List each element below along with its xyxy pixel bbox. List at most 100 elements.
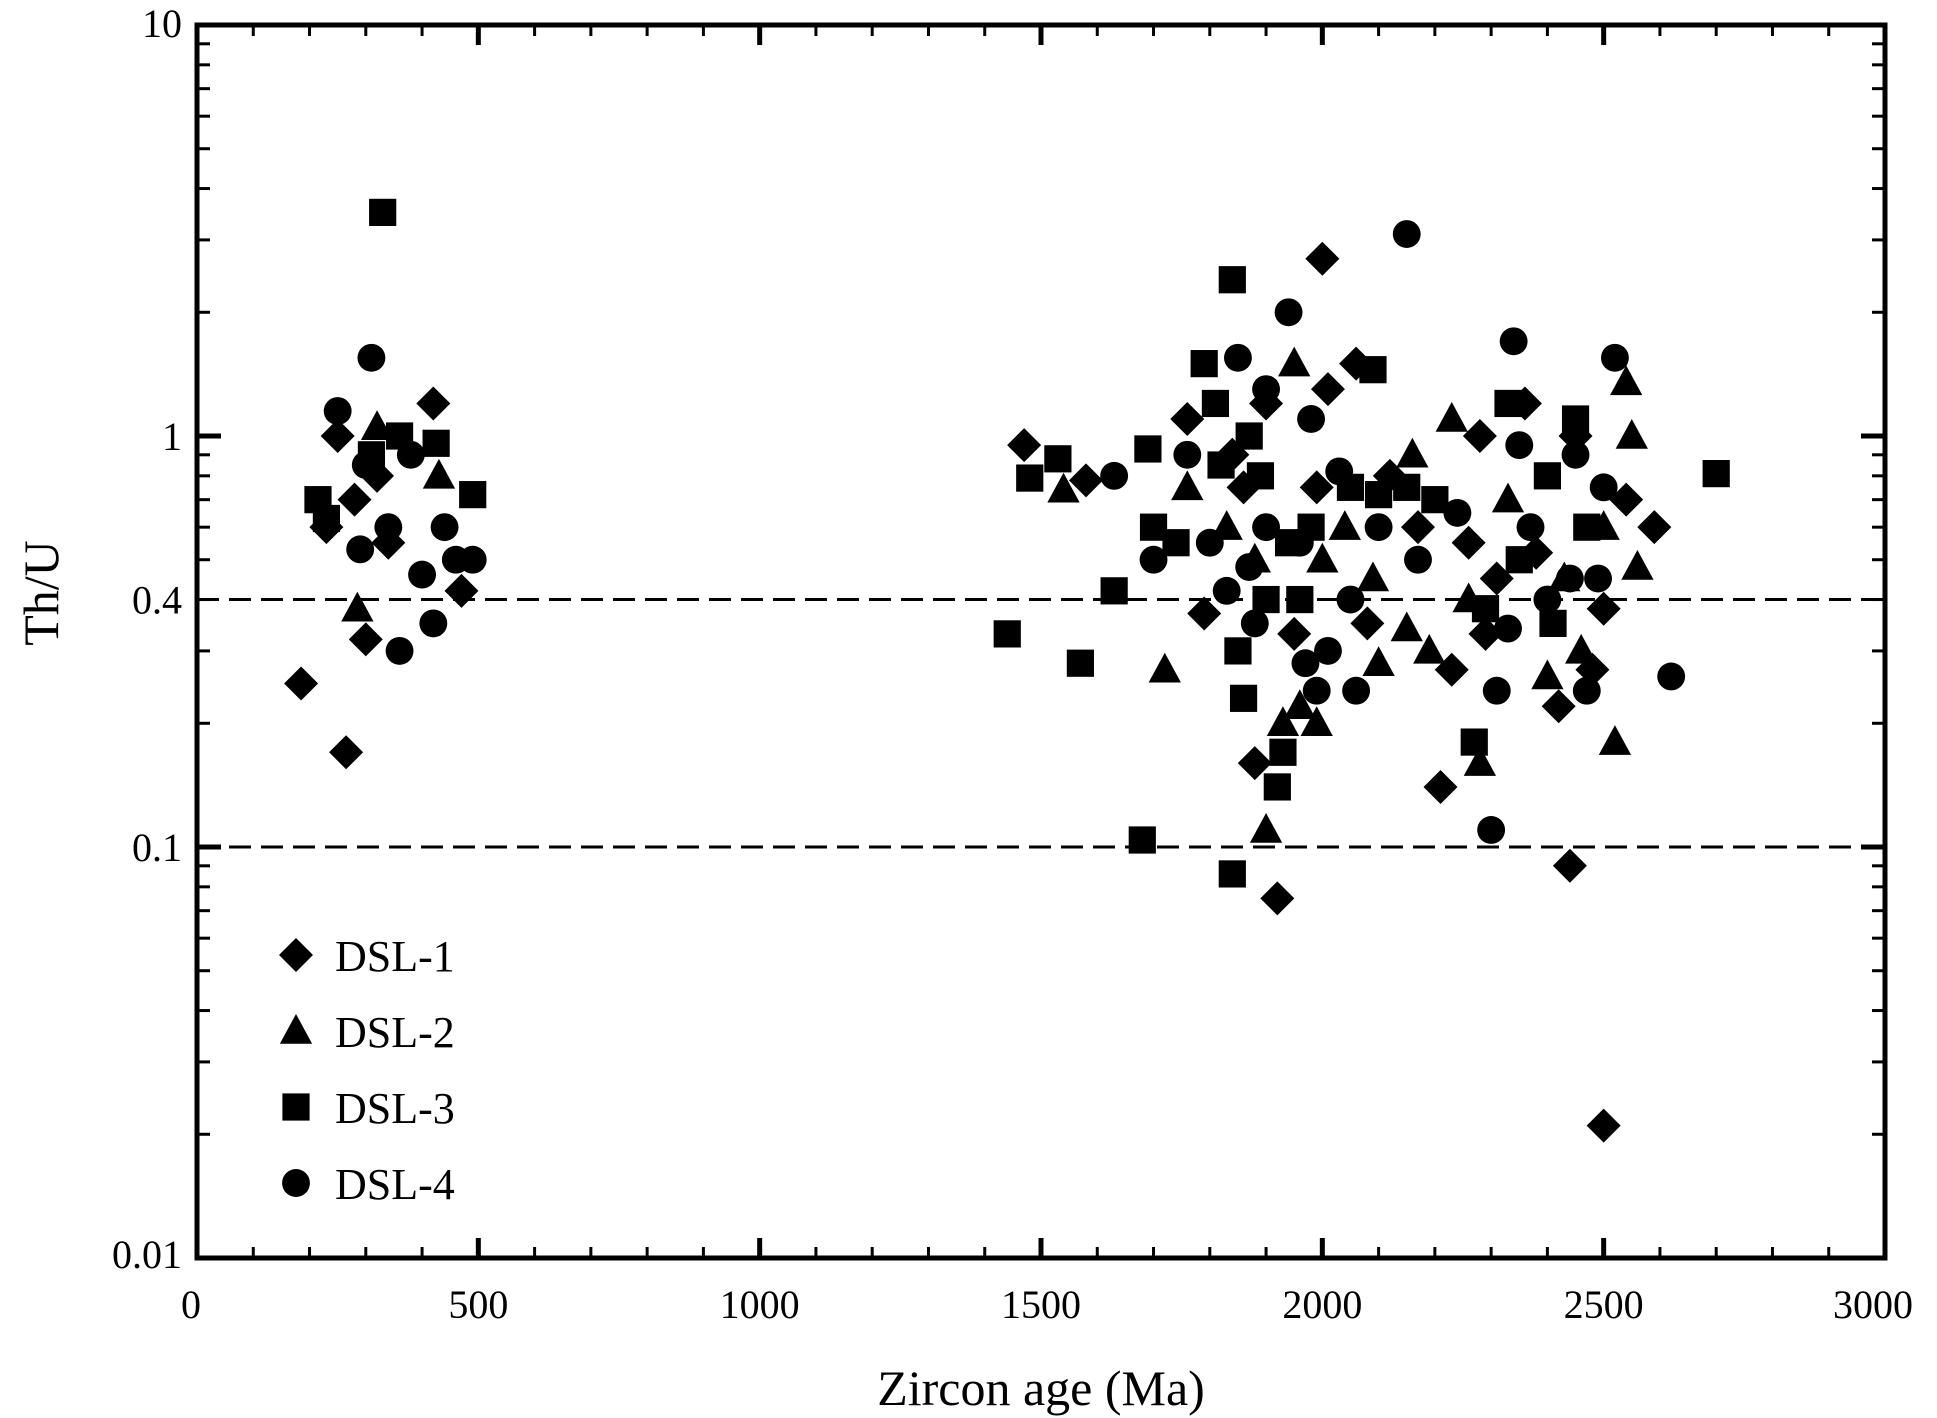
DSL-3-point bbox=[1016, 464, 1044, 492]
legend-marker-DSL-1 bbox=[279, 938, 313, 972]
y-axis-tick-labels: 0.01 0.1 0.4 1 10 bbox=[112, 1, 182, 1277]
y-axis-title: Th/U bbox=[13, 540, 69, 646]
DSL-4-point bbox=[1291, 649, 1320, 678]
DSL-1-point bbox=[1423, 769, 1458, 804]
DSL-3-point bbox=[1134, 435, 1162, 463]
reference-lines bbox=[197, 598, 1885, 849]
legend-label: DSL-3 bbox=[335, 1084, 455, 1133]
DSL-1-point bbox=[1237, 746, 1272, 781]
DSL-4-point bbox=[1404, 545, 1432, 574]
legend-marker-DSL-2 bbox=[279, 1014, 313, 1044]
DSL-2-point bbox=[422, 458, 456, 489]
DSL-4-point bbox=[385, 636, 414, 665]
DSL-1-point bbox=[1637, 510, 1672, 545]
legend-label: DSL-1 bbox=[335, 932, 455, 981]
DSL-4-point bbox=[1392, 220, 1421, 248]
DSL-3-point bbox=[1561, 405, 1590, 433]
DSL-3-point bbox=[1573, 513, 1601, 541]
DSL-4-point bbox=[1505, 431, 1534, 460]
DSL-2-point bbox=[1396, 437, 1429, 468]
DSL-3-point bbox=[1201, 389, 1230, 418]
DSL-2-point bbox=[1171, 470, 1204, 501]
DSL-3-point bbox=[1207, 451, 1235, 479]
DSL-1-point bbox=[1007, 428, 1042, 463]
DSL-1-point bbox=[1479, 561, 1514, 596]
DSL-4-point bbox=[1336, 585, 1365, 614]
DSL-4-point bbox=[1657, 662, 1686, 691]
DSL-1-point bbox=[1305, 241, 1340, 276]
y-axis-ticks bbox=[197, 42, 1885, 1261]
DSL-4-point bbox=[1297, 405, 1326, 433]
DSL-4-point bbox=[1274, 298, 1303, 327]
DSL-4-point bbox=[1173, 440, 1202, 469]
x-tick-label: 1500 bbox=[1001, 1282, 1081, 1327]
DSL-1-point bbox=[337, 482, 372, 517]
DSL-1-point bbox=[1552, 848, 1587, 883]
DSL-3-point bbox=[1393, 473, 1421, 501]
DSL-4-point bbox=[1342, 676, 1371, 705]
DSL-4-point bbox=[458, 545, 487, 574]
DSL-4-point bbox=[1252, 375, 1281, 404]
DSL-2-point bbox=[1621, 550, 1654, 580]
legend: DSL-1 DSL-2 DSL-3 DSL-4 bbox=[279, 932, 455, 1209]
DSL-1-point bbox=[1277, 616, 1312, 651]
x-tick-label: 2500 bbox=[1564, 1282, 1644, 1327]
DSL-1-point bbox=[348, 622, 383, 657]
DSL-4-point bbox=[396, 440, 425, 469]
DSL-4-point bbox=[1584, 564, 1612, 593]
DSL-4-point bbox=[1482, 676, 1511, 705]
DSL-4-point bbox=[1555, 564, 1584, 593]
DSL-1-point bbox=[1170, 401, 1205, 436]
DSL-3-point bbox=[459, 481, 487, 509]
DSL-4-point bbox=[1235, 553, 1264, 581]
DSL-3-point bbox=[1460, 728, 1488, 756]
DSL-1-point bbox=[1586, 1108, 1621, 1143]
DSL-2-point bbox=[1531, 659, 1564, 690]
DSL-4-point bbox=[1314, 636, 1342, 665]
DSL-3-point bbox=[1365, 481, 1393, 509]
DSL-3-point bbox=[1269, 738, 1297, 766]
DSL-2-point bbox=[1356, 561, 1390, 592]
DSL-1-point bbox=[444, 573, 479, 608]
x-axis-tick-labels: 0 500 1000 1500 2000 2500 3000 bbox=[181, 1282, 1913, 1327]
DSL-2-point bbox=[1491, 482, 1525, 513]
DSL-3-point bbox=[1286, 585, 1314, 614]
DSL-2-point bbox=[1565, 633, 1598, 664]
DSL-4-point bbox=[1499, 327, 1528, 356]
DSL-3-point bbox=[1702, 460, 1730, 488]
DSL-4-point bbox=[430, 513, 459, 542]
DSL-2-point bbox=[1300, 706, 1333, 737]
DSL-2-point bbox=[1306, 542, 1339, 573]
DSL-1-point bbox=[1609, 482, 1644, 517]
DSL-2-point bbox=[1435, 401, 1468, 432]
DSL-2-point bbox=[1610, 365, 1643, 396]
DSL-3-point bbox=[1066, 649, 1094, 677]
DSL-1-point bbox=[1350, 606, 1385, 641]
DSL-4-point bbox=[323, 397, 352, 425]
DSL-4-point bbox=[1443, 498, 1472, 527]
DSL-1-point bbox=[1586, 591, 1621, 626]
x-tick-label: 3000 bbox=[1833, 1282, 1913, 1327]
DSL-2-point bbox=[1615, 419, 1648, 449]
DSL-2-point bbox=[1047, 472, 1080, 503]
DSL-4-point bbox=[1302, 676, 1331, 705]
DSL-2-point bbox=[1390, 611, 1423, 642]
DSL-3-point bbox=[1533, 462, 1561, 490]
DSL-4-point bbox=[1100, 461, 1129, 490]
DSL-3-point bbox=[369, 198, 397, 226]
DSL-3-point bbox=[1252, 585, 1280, 614]
DSL-4-point bbox=[1533, 585, 1562, 614]
x-tick-label: 1000 bbox=[720, 1282, 800, 1327]
x-tick-label: 2000 bbox=[1282, 1282, 1362, 1327]
x-tick-label: 500 bbox=[448, 1282, 508, 1327]
DSL-2-point bbox=[1463, 746, 1497, 776]
DSL-3-point bbox=[1218, 266, 1246, 294]
y-tick-label: 10 bbox=[142, 1, 182, 46]
DSL-4-point bbox=[1139, 545, 1168, 574]
DSL-2-point bbox=[360, 410, 394, 441]
legend-marker-DSL-3 bbox=[282, 1093, 310, 1121]
DSL-2-point bbox=[1598, 725, 1632, 755]
DSL-4-point bbox=[1240, 609, 1269, 638]
DSL-2-point bbox=[1328, 510, 1361, 540]
